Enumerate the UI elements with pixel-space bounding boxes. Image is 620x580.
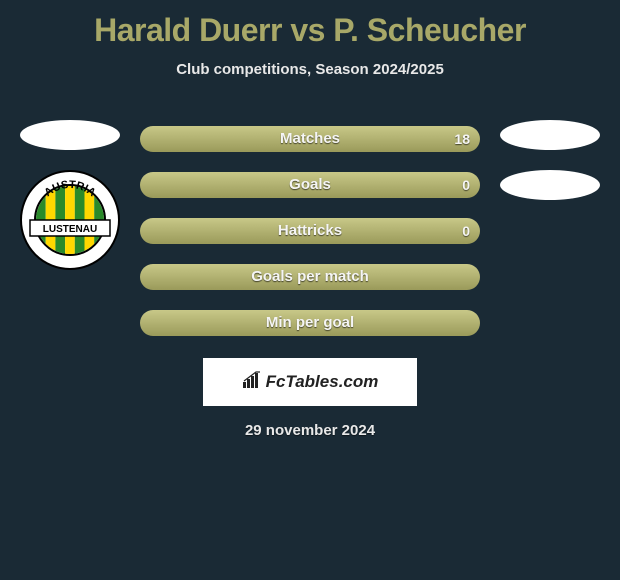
- left-player-column: AUSTRIA LUSTENAU: [10, 120, 130, 270]
- stat-value-right: 0: [462, 218, 470, 244]
- stat-row-min-per-goal: Min per goal: [140, 310, 480, 336]
- club-badge-austria-lustenau: AUSTRIA LUSTENAU: [20, 170, 120, 270]
- club-badge-bottom-text: LUSTENAU: [43, 224, 97, 235]
- fctables-logo-text: FcTables.com: [266, 372, 379, 392]
- stat-label: Goals per match: [140, 264, 480, 290]
- stat-row-matches: Matches 18: [140, 126, 480, 152]
- subtitle: Club competitions, Season 2024/2025: [0, 61, 620, 78]
- stat-label: Matches: [140, 126, 480, 152]
- stat-row-goals: Goals 0: [140, 172, 480, 198]
- player-right-ellipse-1: [500, 120, 600, 150]
- date-text: 29 november 2024: [0, 422, 620, 439]
- stat-row-hattricks: Hattricks 0: [140, 218, 480, 244]
- stat-value-right: 0: [462, 172, 470, 198]
- player-right-ellipse-2: [500, 170, 600, 200]
- right-player-column: [490, 120, 610, 220]
- stats-container: Matches 18 Goals 0 Hattricks 0 Goals per…: [140, 126, 480, 356]
- stat-label: Goals: [140, 172, 480, 198]
- fctables-logo-box: FcTables.com: [203, 358, 417, 406]
- player-left-ellipse: [20, 120, 120, 150]
- stat-value-right: 18: [454, 126, 470, 152]
- stat-label: Hattricks: [140, 218, 480, 244]
- footer-section: FcTables.com 29 november 2024: [0, 352, 620, 439]
- stat-label: Min per goal: [140, 310, 480, 336]
- bar-chart-icon: [242, 371, 262, 394]
- page-title: Harald Duerr vs P. Scheucher: [0, 0, 620, 49]
- stat-row-goals-per-match: Goals per match: [140, 264, 480, 290]
